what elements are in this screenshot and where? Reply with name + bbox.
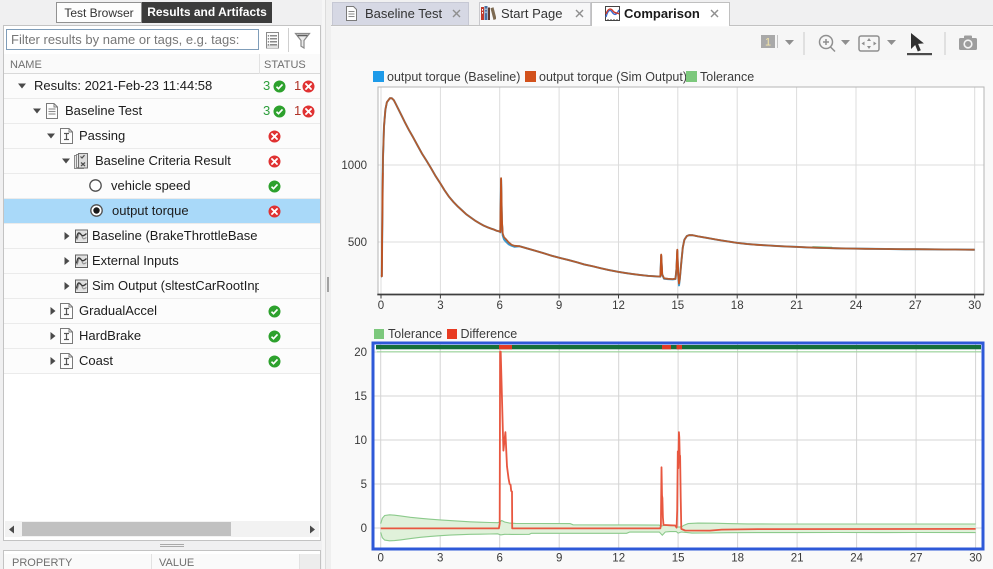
svg-text:1000: 1000	[341, 160, 367, 172]
svg-text:6: 6	[496, 300, 502, 312]
svg-text:18: 18	[731, 300, 744, 312]
svg-text:20: 20	[354, 347, 367, 359]
svg-text:1: 1	[765, 37, 771, 49]
svg-text:5: 5	[361, 479, 367, 491]
svg-text:3: 3	[437, 300, 443, 312]
svg-text:30: 30	[969, 553, 982, 565]
svg-text:15: 15	[672, 553, 685, 565]
svg-text:24: 24	[850, 553, 863, 565]
svg-text:27: 27	[909, 300, 922, 312]
svg-text:0: 0	[361, 523, 367, 535]
svg-text:9: 9	[556, 300, 562, 312]
svg-text:15: 15	[354, 391, 367, 403]
svg-text:27: 27	[910, 553, 923, 565]
svg-text:9: 9	[556, 553, 562, 565]
svg-text:15: 15	[671, 300, 684, 312]
svg-text:3: 3	[437, 553, 443, 565]
svg-text:500: 500	[348, 237, 367, 249]
svg-text:21: 21	[790, 300, 803, 312]
svg-text:12: 12	[612, 553, 625, 565]
svg-text:12: 12	[612, 300, 625, 312]
svg-text:0: 0	[378, 300, 384, 312]
svg-text:10: 10	[354, 435, 367, 447]
svg-text:6: 6	[496, 553, 502, 565]
svg-text:0: 0	[377, 553, 383, 565]
svg-text:24: 24	[850, 300, 863, 312]
svg-text:18: 18	[731, 553, 744, 565]
svg-text:21: 21	[791, 553, 804, 565]
svg-text:30: 30	[968, 300, 981, 312]
